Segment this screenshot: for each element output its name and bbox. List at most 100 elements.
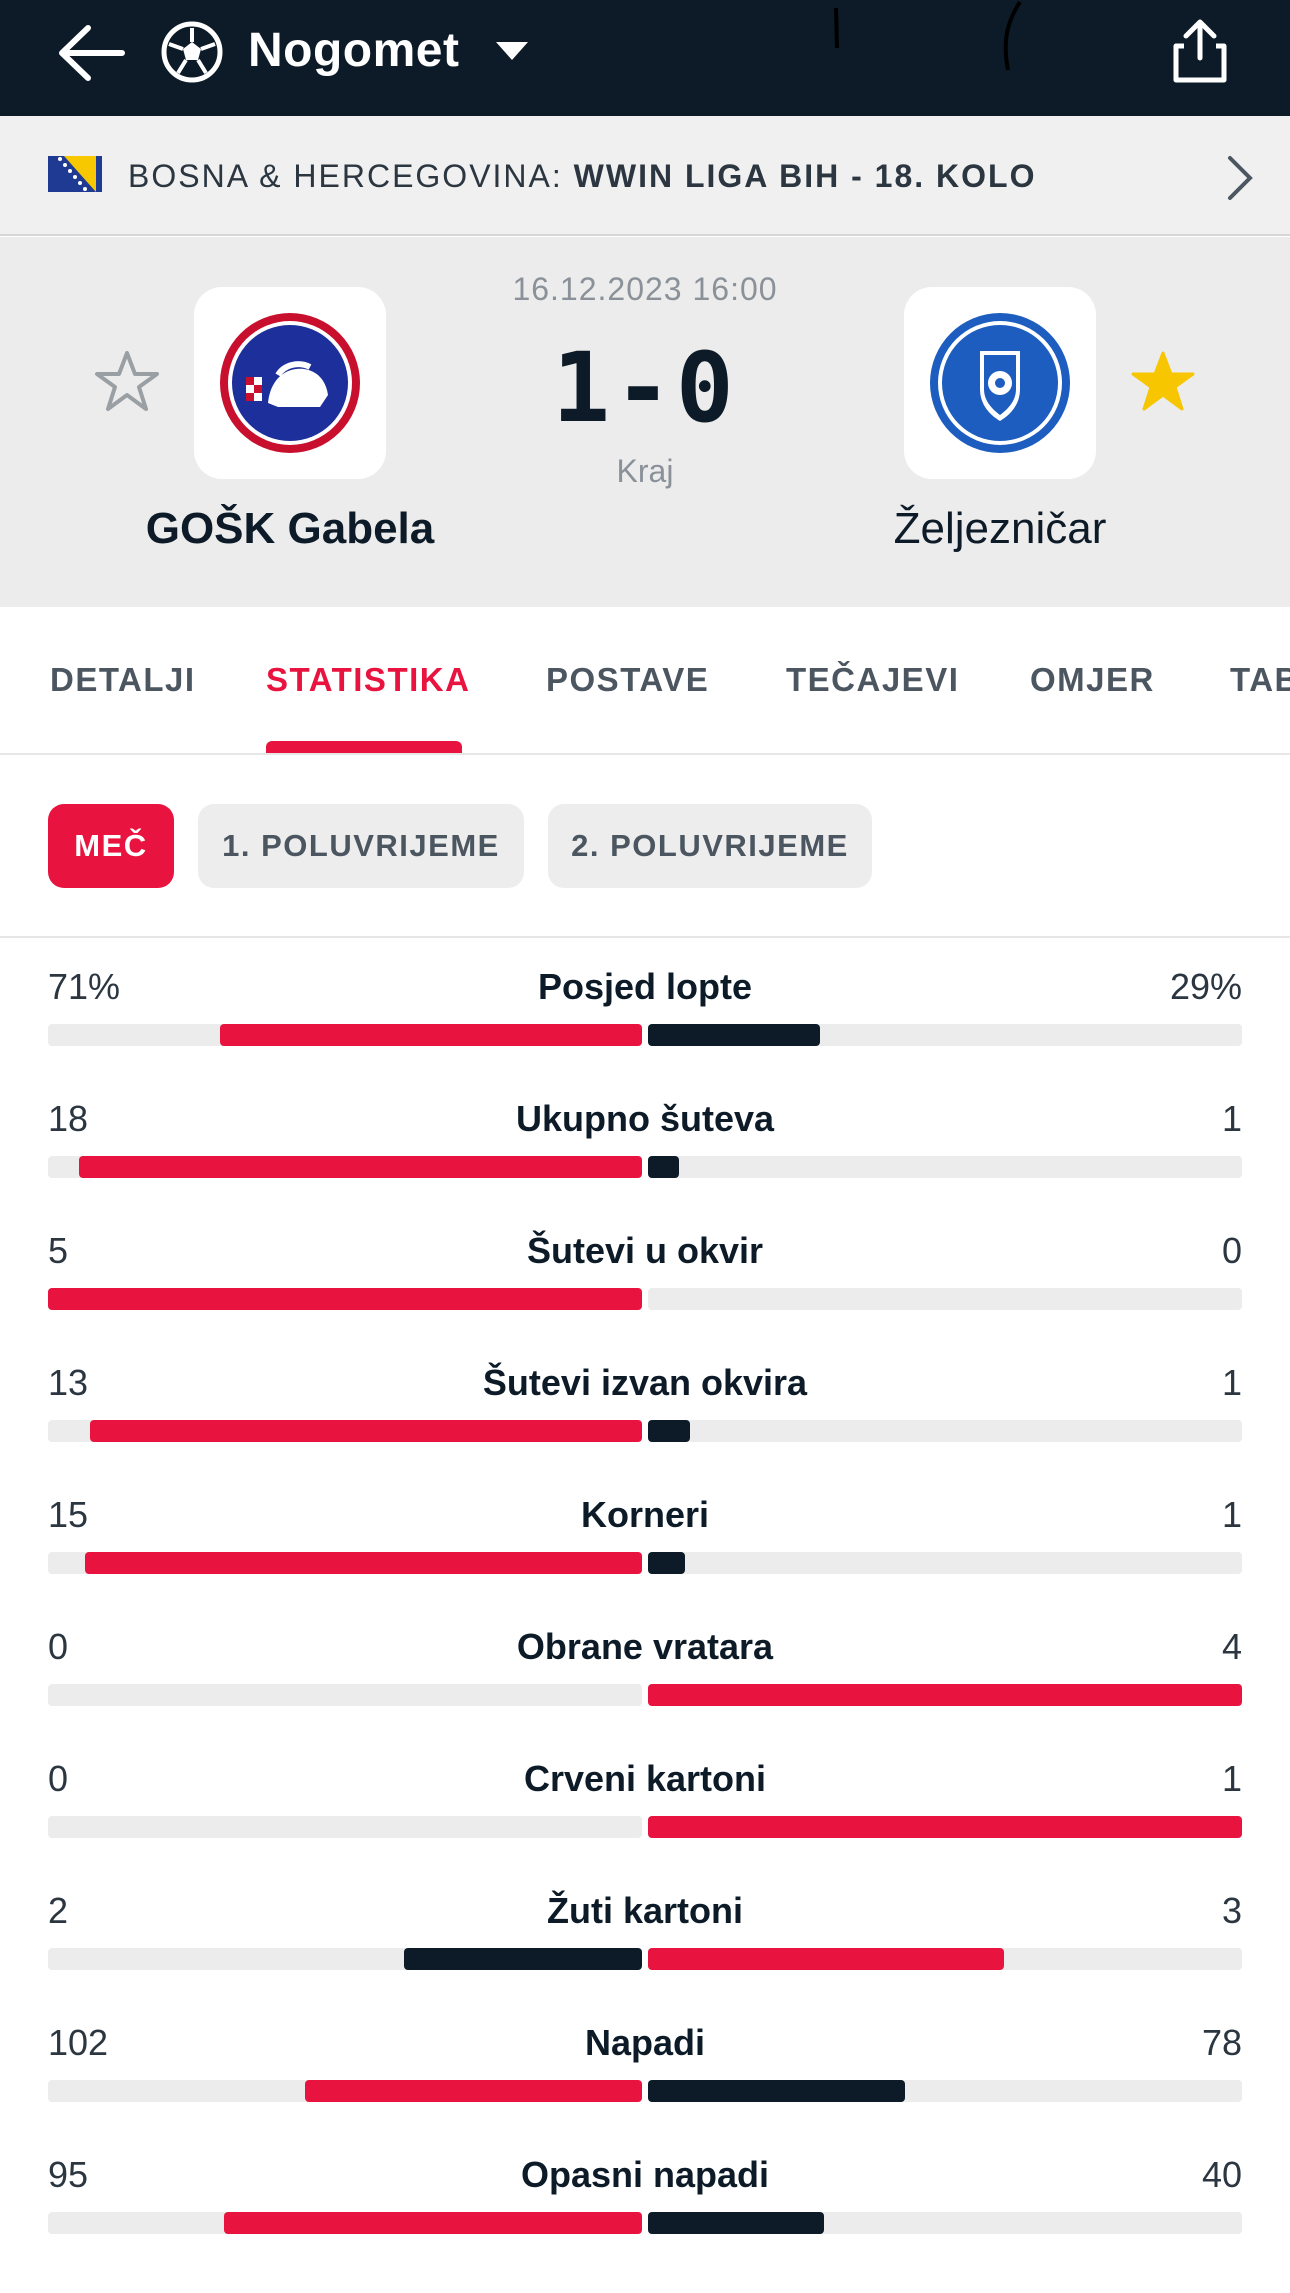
stat-home-track xyxy=(48,1948,642,1970)
stat-home-value: 95 xyxy=(48,2154,89,2195)
chevron-right-icon[interactable] xyxy=(1226,154,1254,202)
stat-away-bar xyxy=(648,1948,1005,1970)
stat-row: 2 Žuti kartoni 3 xyxy=(0,1864,1290,1996)
zeljeznicar-crest-icon xyxy=(930,313,1070,453)
stat-home-track xyxy=(48,1420,642,1442)
match-status: Kraj xyxy=(616,453,674,489)
stat-away-track xyxy=(648,1024,1242,1046)
stat-row: 15 Korneri 1 xyxy=(0,1468,1290,1600)
stat-away-track xyxy=(648,1816,1242,1838)
home-team-name[interactable]: GOŠK Gabela xyxy=(145,504,435,553)
stat-away-value: 29% xyxy=(1169,966,1242,1007)
stat-away-track xyxy=(648,1288,1242,1310)
stat-label: Korneri xyxy=(580,1494,710,1535)
stat-home-bar xyxy=(220,1024,642,1046)
back-arrow-icon[interactable] xyxy=(56,22,126,84)
stat-away-track xyxy=(648,2212,1242,2234)
stat-home-track xyxy=(48,1552,642,1574)
stat-away-value: 3 xyxy=(1221,1890,1242,1931)
stat-away-value: 1 xyxy=(1221,1758,1242,1799)
tab-omjer[interactable]: OMJER xyxy=(1030,661,1155,698)
stat-away-value: 1 xyxy=(1221,1494,1242,1535)
stat-home-bar xyxy=(85,1552,642,1574)
gosk-crest-icon xyxy=(220,313,360,453)
stat-label: Šutevi izvan okvira xyxy=(482,1362,808,1403)
away-team-name[interactable]: Željezničar xyxy=(893,504,1107,553)
stat-label: Opasni napadi xyxy=(520,2154,770,2195)
stat-away-track xyxy=(648,1552,1242,1574)
top-bar: Nogomet xyxy=(0,0,1290,116)
league-title: BOSNA & HERCEGOVINA: WWIN LIGA BIH - 18.… xyxy=(128,156,1036,196)
stat-away-value: 1 xyxy=(1221,1098,1242,1139)
stat-home-track xyxy=(48,1156,642,1178)
stat-away-bar xyxy=(648,1816,1242,1838)
stat-label: Šutevi u okvir xyxy=(526,1230,764,1271)
match-header: GOŠK Gabela 16.12.2023 16:00 1-0 Kraj Že… xyxy=(0,237,1290,607)
stat-home-bar xyxy=(223,2212,642,2234)
stat-away-value: 40 xyxy=(1201,2154,1242,2195)
period-second-half[interactable]: 2. POLUVRIJEME xyxy=(548,804,872,888)
stat-home-bar xyxy=(404,1948,642,1970)
period-first-half[interactable]: 1. POLUVRIJEME xyxy=(198,804,524,888)
stat-away-bar xyxy=(648,1420,691,1442)
league-competition: WWIN LIGA BIH - 18. KOLO xyxy=(573,158,1037,194)
stat-home-track xyxy=(48,1684,642,1706)
stat-label: Crveni kartoni xyxy=(523,1758,767,1799)
stat-away-bar xyxy=(648,2080,906,2102)
stat-away-track xyxy=(648,1156,1242,1178)
stat-away-track xyxy=(648,1684,1242,1706)
stat-away-value: 78 xyxy=(1201,2022,1242,2063)
stat-row: 13 Šutevi izvan okvira 1 xyxy=(0,1336,1290,1468)
stat-home-value: 2 xyxy=(48,1890,69,1931)
caret-down-icon[interactable] xyxy=(494,40,530,62)
period-mec[interactable]: MEČ xyxy=(48,804,174,888)
favorite-star-outline-icon[interactable] xyxy=(94,349,160,413)
stat-row: 0 Obrane vratara 4 xyxy=(0,1600,1290,1732)
stat-home-track xyxy=(48,1288,642,1310)
share-icon[interactable] xyxy=(1170,18,1230,84)
stat-row: 5 Šutevi u okvir 0 xyxy=(0,1204,1290,1336)
tab-postave[interactable]: POSTAVE xyxy=(546,661,710,698)
tab-tecajevi[interactable]: TEČAJEVI xyxy=(786,661,960,698)
match-score: 1-0 xyxy=(552,332,738,444)
stat-home-track xyxy=(48,1816,642,1838)
stat-home-track xyxy=(48,2080,642,2102)
away-team-logo[interactable] xyxy=(904,287,1096,479)
football-icon xyxy=(161,21,223,83)
stat-home-value: 0 xyxy=(48,1626,69,1667)
stat-row: 102 Napadi 78 xyxy=(0,1996,1290,2128)
sport-title[interactable]: Nogomet xyxy=(248,24,460,77)
stat-home-value: 15 xyxy=(48,1494,89,1535)
stat-home-value: 18 xyxy=(48,1098,89,1139)
stat-away-value: 1 xyxy=(1221,1362,1242,1403)
home-team-logo[interactable] xyxy=(194,287,386,479)
stat-away-bar xyxy=(648,1156,680,1178)
match-datetime: 16.12.2023 16:00 xyxy=(512,271,778,307)
active-tab-indicator xyxy=(266,741,462,753)
stat-row: 95 Opasni napadi 40 xyxy=(0,2128,1290,2260)
stat-away-track xyxy=(648,1420,1242,1442)
league-row[interactable]: BOSNA & HERCEGOVINA: WWIN LIGA BIH - 18.… xyxy=(0,116,1290,236)
stat-home-bar xyxy=(90,1420,642,1442)
period-selector: MEČ 1. POLUVRIJEME 2. POLUVRIJEME xyxy=(0,756,1290,938)
stat-label: Obrane vratara xyxy=(516,1626,774,1667)
stat-home-value: 5 xyxy=(48,1230,69,1271)
tab-detalji[interactable]: DETALJI xyxy=(50,661,196,698)
favorite-star-filled-icon[interactable] xyxy=(1130,349,1196,413)
stat-away-bar xyxy=(648,2212,824,2234)
scribble-marks xyxy=(834,0,1022,71)
stat-home-value: 71% xyxy=(48,966,121,1007)
stat-row: 18 Ukupno šuteva 1 xyxy=(0,1072,1290,1204)
stat-home-value: 102 xyxy=(48,2022,109,2063)
stat-home-value: 13 xyxy=(48,1362,89,1403)
tab-tablica[interactable]: TAB xyxy=(1230,661,1290,698)
tab-statistika[interactable]: STATISTIKA xyxy=(266,661,471,698)
stat-home-value: 0 xyxy=(48,1758,69,1799)
stat-home-track xyxy=(48,2212,642,2234)
stat-away-value: 0 xyxy=(1221,1230,1242,1271)
stat-away-track xyxy=(648,1948,1242,1970)
stat-home-bar xyxy=(79,1156,642,1178)
tab-bar: DETALJI STATISTIKA POSTAVE TEČAJEVI OMJE… xyxy=(0,607,1290,755)
stat-away-value: 4 xyxy=(1221,1626,1242,1667)
stat-row: 0 Crveni kartoni 1 xyxy=(0,1732,1290,1864)
